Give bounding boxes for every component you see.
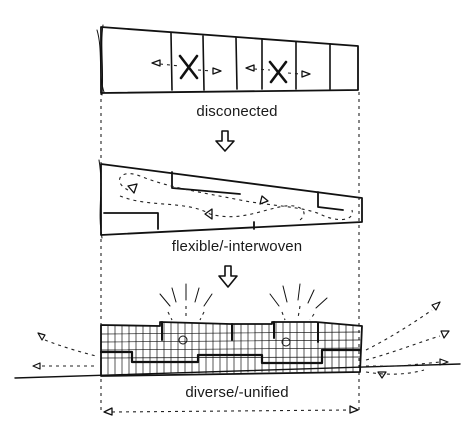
arrow-down-icon bbox=[218, 265, 238, 288]
stage-1-sketch bbox=[96, 24, 359, 96]
caption-diverse-unified: diverse/-unified bbox=[185, 384, 289, 401]
activity-rays bbox=[159, 283, 328, 321]
arrow-down-icon bbox=[215, 130, 235, 152]
cross-mark-icon bbox=[178, 54, 199, 80]
stage-2-sketch bbox=[98, 159, 363, 239]
arrow-left-icon bbox=[151, 59, 181, 67]
arrow-right-icon bbox=[197, 67, 222, 75]
arrow-left-icon bbox=[245, 64, 271, 72]
caption-disconnected: disconected bbox=[196, 103, 278, 120]
arrow-right-icon bbox=[287, 70, 311, 78]
cross-mark-icon bbox=[268, 60, 288, 84]
facade-hatching bbox=[100, 321, 361, 375]
caption-flexible-interwoven: flexible/-interwoven bbox=[171, 238, 303, 255]
